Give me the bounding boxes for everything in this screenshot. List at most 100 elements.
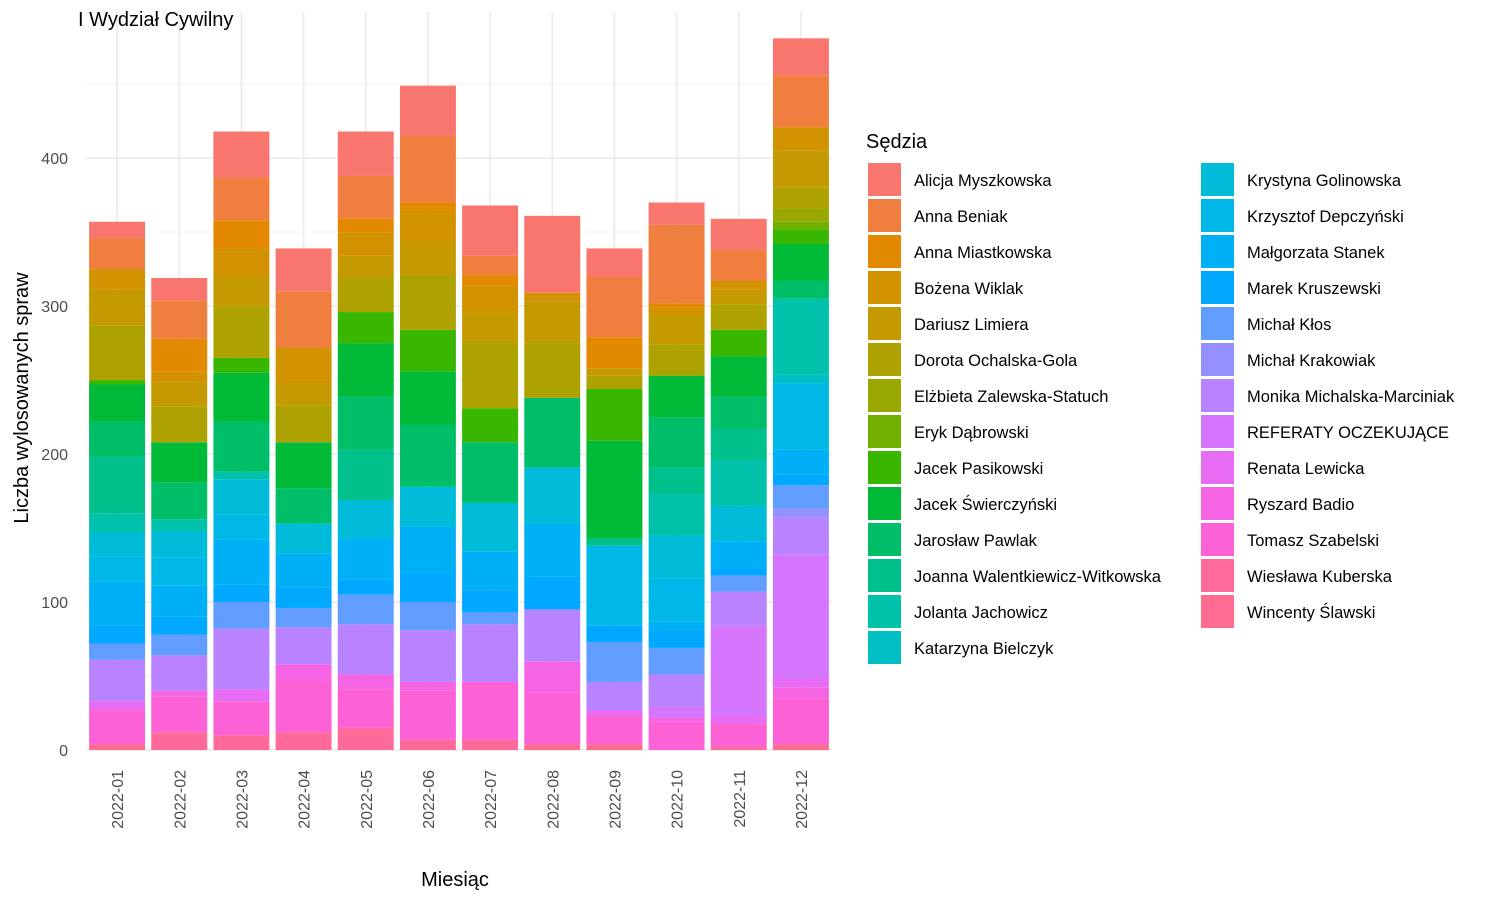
bar-segment: Bożena Wiklak 2022-02: 7 bbox=[151, 371, 208, 382]
y-tick-label: 400 bbox=[41, 151, 68, 168]
bar-segment: Marek Kruszewski 2022-04: 14 bbox=[275, 587, 332, 608]
bar-segment: Krystyna Golinowska 2022-03: 24 bbox=[213, 479, 270, 515]
legend-label: Wincenty Ślawski bbox=[1247, 603, 1375, 622]
bar-segment: Dorota Ochalska-Gola 2022-12: 14 bbox=[772, 187, 829, 209]
legend-swatch bbox=[868, 307, 901, 340]
bar-segment: Marek Kruszewski 2022-08: 22 bbox=[524, 576, 581, 610]
bar-segment: Michał Kłos 2022-06: 19 bbox=[399, 602, 456, 631]
bar-segment: REFERATY OCZEKUJĄCE 2022-10: 7 bbox=[648, 707, 705, 718]
bar-segment: Krystyna Golinowska 2022-11: 24 bbox=[710, 505, 767, 542]
legend-swatch bbox=[1201, 271, 1234, 304]
legend-swatch bbox=[1201, 199, 1234, 232]
y-axis-label: Liczba wylosowanych spraw bbox=[11, 272, 33, 524]
bar-segment: Michał Kłos 2022-11: 11 bbox=[710, 575, 767, 592]
bar-segment: Anna Miastkowska 2022-05: 9 bbox=[337, 218, 394, 233]
bar-segment: Monika Michalska-Marciniak 2022-10: 22 bbox=[648, 674, 705, 708]
x-tick-label: 2022-11 bbox=[732, 770, 749, 828]
bar-segment: Tomasz Szabelski 2022-10: 19 bbox=[648, 721, 705, 750]
bar-segment: Jarosław Pawlak 2022-04: 24 bbox=[275, 488, 332, 524]
bar-segment: Dorota Ochalska-Gola 2022-05: 23 bbox=[337, 278, 394, 313]
bar-segment: Michał Kłos 2022-03: 18 bbox=[213, 602, 270, 629]
bar-segment: Wincenty Ślawski 2022-01: 4 bbox=[89, 744, 146, 750]
bar-segment: Marek Kruszewski 2022-03: 12 bbox=[213, 584, 270, 603]
legend-swatch bbox=[868, 487, 901, 520]
bar-segment: Jacek Świerczyński 2022-02: 27 bbox=[151, 442, 208, 483]
bar-segment: Monika Michalska-Marciniak 2022-08: 35 bbox=[524, 609, 581, 662]
axes-layer: 0 100 200 300 400 2022-01 2022-02 2022-03 2022-0… bbox=[41, 151, 811, 829]
bar-segment: Wincenty Ślawski 2022-09: 4 bbox=[586, 744, 643, 750]
bar-segment: Jacek Pasikowski 2022-03: 10 bbox=[213, 357, 270, 373]
bar-segment: Joanna Walentkiewicz-Witkowska 2022-01: … bbox=[89, 457, 146, 514]
bar-segment: Tomasz Szabelski 2022-11: 16 bbox=[710, 723, 767, 748]
legend-swatch bbox=[868, 523, 901, 556]
legend-swatch bbox=[868, 595, 901, 628]
x-tick-label: 2022-02 bbox=[172, 770, 189, 829]
bar-segment: Wiesława Kuberska 2022-05: 15 bbox=[337, 727, 394, 750]
bar-segment: Krystyna Golinowska 2022-08: 38 bbox=[524, 467, 581, 524]
bar-segment: Krzysztof Depczyński 2022-03: 17 bbox=[213, 514, 270, 540]
bar-segment: Wincenty Ślawski 2022-08: 4 bbox=[524, 744, 581, 750]
bar-segment: Dariusz Limiera 2022-12: 25 bbox=[772, 150, 829, 188]
bar-segment: Jacek Pasikowski 2022-05: 21 bbox=[337, 312, 394, 344]
bar-segment: Alicja Myszkowska 2022-05: 30 bbox=[337, 131, 394, 176]
bar-segment: Anna Beniak 2022-04: 38 bbox=[275, 291, 332, 348]
bar-segment: Alicja Myszkowska 2022-08: 52 bbox=[524, 215, 581, 293]
bar-segment: Jolanta Jachowicz 2022-03: 5 bbox=[213, 471, 270, 480]
bar-segment: Bożena Wiklak 2022-07: 18 bbox=[462, 285, 519, 313]
bar-segment: Bożena Wiklak 2022-05: 16 bbox=[337, 232, 394, 256]
bar-segment: Bożena Wiklak 2022-10: 5 bbox=[648, 307, 705, 315]
x-tick-label: 2022-10 bbox=[670, 770, 687, 829]
bar-segment: Jarosław Pawlak 2022-03: 34 bbox=[213, 421, 270, 472]
bar-segment: Tomasz Szabelski 2022-09: 19 bbox=[586, 715, 643, 745]
bar-segment: Monika Michalska-Marciniak 2022-07: 39 bbox=[462, 624, 519, 682]
legend-swatch bbox=[1201, 307, 1234, 340]
legend-label: Dorota Ochalska-Gola bbox=[914, 352, 1078, 370]
bar-segment: Dariusz Limiera 2022-03: 20 bbox=[213, 276, 270, 307]
bar-segment: Marek Kruszewski 2022-09: 11 bbox=[586, 625, 643, 642]
bar-segment: Michał Kłos 2022-10: 18 bbox=[648, 647, 705, 675]
bar-segment: Bożena Wiklak 2022-08: 6 bbox=[524, 292, 581, 302]
bar-segment: Tomasz Szabelski 2022-02: 24 bbox=[151, 696, 208, 733]
legend-swatch bbox=[868, 163, 901, 196]
bar-segment: Ryszard Badio 2022-05: 10 bbox=[337, 674, 394, 690]
bar-segment: Krzysztof Depczyński 2022-02: 19 bbox=[151, 557, 208, 586]
bar-segment: Katarzyna Bielczyk 2022-12: 6 bbox=[772, 374, 829, 384]
bar-segment: Anna Miastkowska 2022-07: 7 bbox=[462, 275, 519, 286]
bar-segment: Joanna Walentkiewicz-Witkowska 2022-10: … bbox=[648, 467, 705, 495]
bar-segment: Ryszard Badio 2022-06: 6 bbox=[399, 681, 456, 691]
legend-label: Eryk Dąbrowski bbox=[914, 424, 1029, 442]
legend-label: Marek Kruszewski bbox=[1247, 280, 1381, 298]
bar-segment: Anna Beniak 2022-05: 29 bbox=[337, 175, 394, 219]
bar-segment: Alicja Myszkowska 2022-02: 15 bbox=[151, 278, 208, 301]
bar-segment: Marek Kruszewski 2022-02: 12 bbox=[151, 616, 208, 635]
bar-segment: Alicja Myszkowska 2022-09: 19 bbox=[586, 248, 643, 277]
legend-swatch bbox=[868, 235, 901, 268]
bar-segment: Monika Michalska-Marciniak 2022-02: 24 bbox=[151, 655, 208, 691]
bar-segment: Dorota Ochalska-Gola 2022-10: 21 bbox=[648, 344, 705, 376]
bar-segment: Tomasz Szabelski 2022-12: 31 bbox=[772, 698, 829, 745]
bar-segment: Marek Kruszewski 2022-01: 12 bbox=[89, 625, 146, 644]
bar-segment: Joanna Walentkiewicz-Witkowska 2022-11: … bbox=[710, 428, 767, 460]
bar-segment: Bożena Wiklak 2022-04: 24 bbox=[275, 347, 332, 384]
bar-segment: Monika Michalska-Marciniak 2022-03: 41 bbox=[213, 628, 270, 690]
bar-segment: Wiesława Kuberska 2022-02: 12 bbox=[151, 732, 208, 750]
bar-segment: Elżbieta Zalewska-Statuch 2022-12: 9 bbox=[772, 208, 829, 222]
bar-segment: Dorota Ochalska-Gola 2022-06: 37 bbox=[399, 275, 456, 330]
chart-title: I Wydział Cywilny bbox=[78, 9, 233, 31]
bar-segment: Dariusz Limiera 2022-09: 5 bbox=[586, 368, 643, 376]
bar-segment: Wiesława Kuberska 2022-06: 7 bbox=[399, 739, 456, 750]
legend-swatch bbox=[1201, 487, 1234, 520]
bar-segment: Jolanta Jachowicz 2022-02: 8 bbox=[151, 519, 208, 532]
legend: Alicja Myszkowska Anna Beniak Anna Miastko… bbox=[868, 163, 1455, 664]
bar-segment: Tomasz Szabelski 2022-08: 35 bbox=[524, 692, 581, 745]
bar-segment: Wincenty Ślawski 2022-12: 4 bbox=[772, 744, 829, 750]
bar-segment: Jacek Świerczyński 2022-12: 25 bbox=[772, 243, 829, 281]
bar-segment: Jacek Świerczyński 2022-10: 28 bbox=[648, 375, 705, 418]
bar-segment: Alicja Myszkowska 2022-12: 25 bbox=[772, 38, 829, 76]
bar-segment: Wincenty Ślawski 2022-11: 2 bbox=[710, 747, 767, 750]
legend-swatch bbox=[1201, 523, 1234, 556]
bar-segment: Jolanta Jachowicz 2022-01: 13 bbox=[89, 513, 146, 533]
bar-segment: Jarosław Pawlak 2022-05: 36 bbox=[337, 396, 394, 450]
bar-segment: Dariusz Limiera 2022-05: 15 bbox=[337, 255, 394, 278]
x-axis-label: Miesiąc bbox=[421, 869, 489, 891]
